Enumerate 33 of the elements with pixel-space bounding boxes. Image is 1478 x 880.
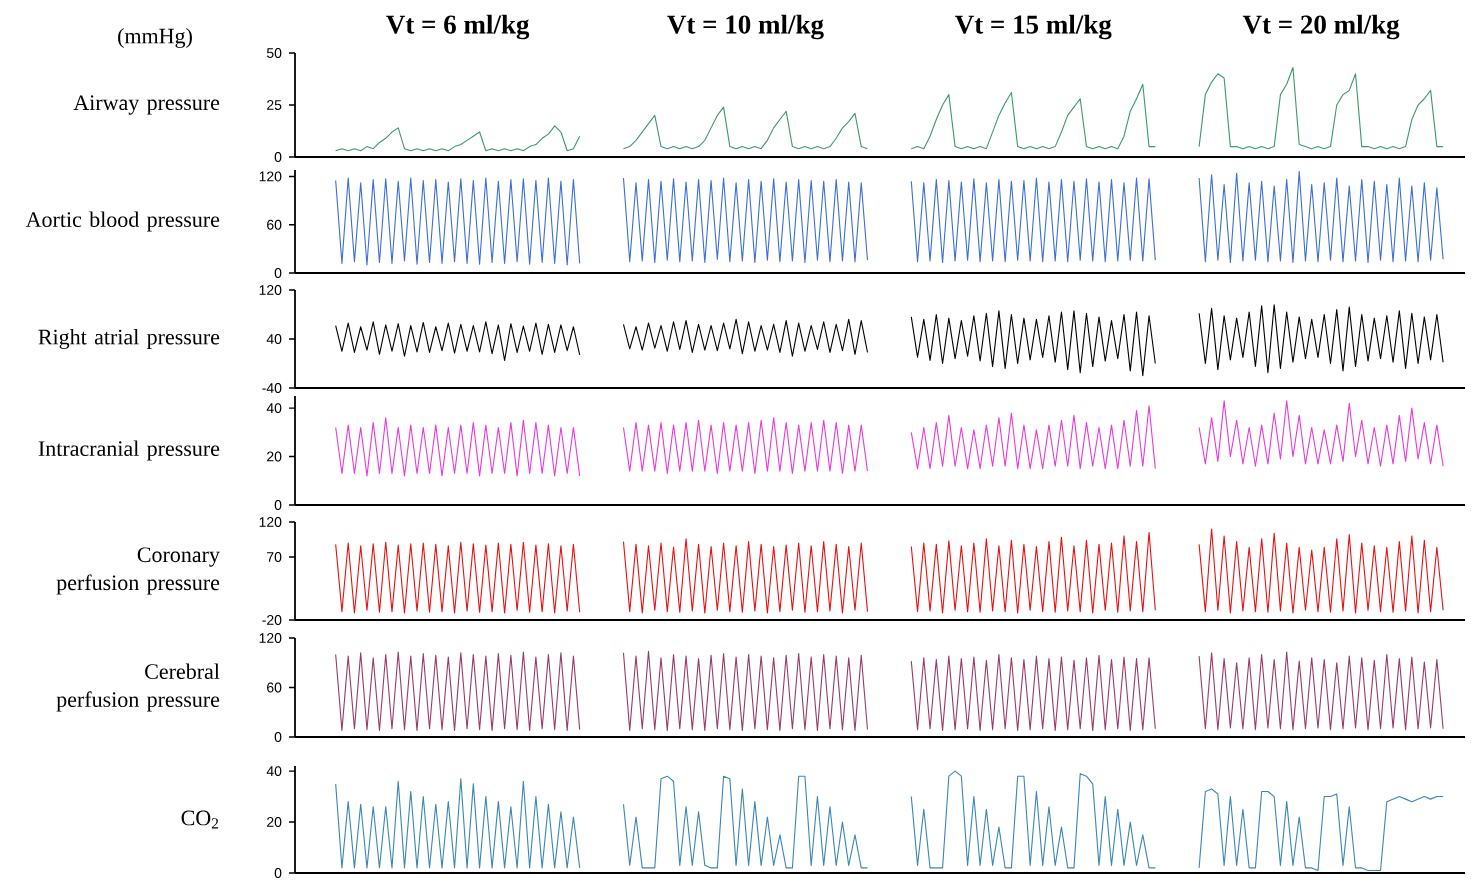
y-tick-label: 120 bbox=[259, 633, 282, 643]
y-tick-label: 0 bbox=[274, 152, 282, 162]
y-axis-title: Coronary perfusion pressure bbox=[56, 547, 220, 595]
y-tick-label: 0 bbox=[274, 268, 282, 278]
y-tick-label: -20 bbox=[262, 615, 282, 625]
y-tick-label: 40 bbox=[266, 334, 282, 344]
y-axis-title: Cerebral perfusion pressure bbox=[56, 663, 220, 712]
y-tick-label: 25 bbox=[267, 100, 282, 110]
text: Vt = 6 ml/kg bbox=[386, 14, 530, 40]
text: Vt = 15 ml/kg bbox=[955, 14, 1112, 40]
y-tick-label: 40 bbox=[266, 766, 282, 777]
y-axis-title: Airway pressure bbox=[73, 95, 220, 115]
text: (mmHg) bbox=[118, 28, 192, 48]
y-axis-title: Intracranial pressure bbox=[38, 440, 220, 461]
y-tick-label: 40 bbox=[266, 403, 282, 414]
y-tick-label: 70 bbox=[267, 552, 282, 562]
y-axis-title: Right atrial pressure bbox=[38, 329, 220, 349]
y-tick-label: 20 bbox=[267, 451, 282, 462]
y-axis-title: Aortic blood pressure bbox=[25, 211, 220, 232]
text: Vt = 10 ml/kg bbox=[667, 14, 824, 40]
y-tick-label: 0 bbox=[274, 732, 282, 742]
y-tick-label: 20 bbox=[267, 817, 282, 827]
y-tick-label: 50 bbox=[266, 48, 282, 58]
y-tick-label: -40 bbox=[262, 383, 282, 393]
text: Vt = 20 ml/kg bbox=[1242, 14, 1400, 40]
y-tick-label: 60 bbox=[267, 219, 282, 230]
y-tick-label: 120 bbox=[259, 517, 282, 527]
y-tick-label: 120 bbox=[259, 171, 282, 182]
y-tick-label: 0 bbox=[274, 500, 282, 510]
y-tick-label: 60 bbox=[267, 682, 282, 693]
y-axis-title: CO$_{2}$ bbox=[181, 810, 219, 829]
y-tick-label: 0 bbox=[274, 868, 282, 878]
y-tick-label: 120 bbox=[259, 285, 282, 295]
